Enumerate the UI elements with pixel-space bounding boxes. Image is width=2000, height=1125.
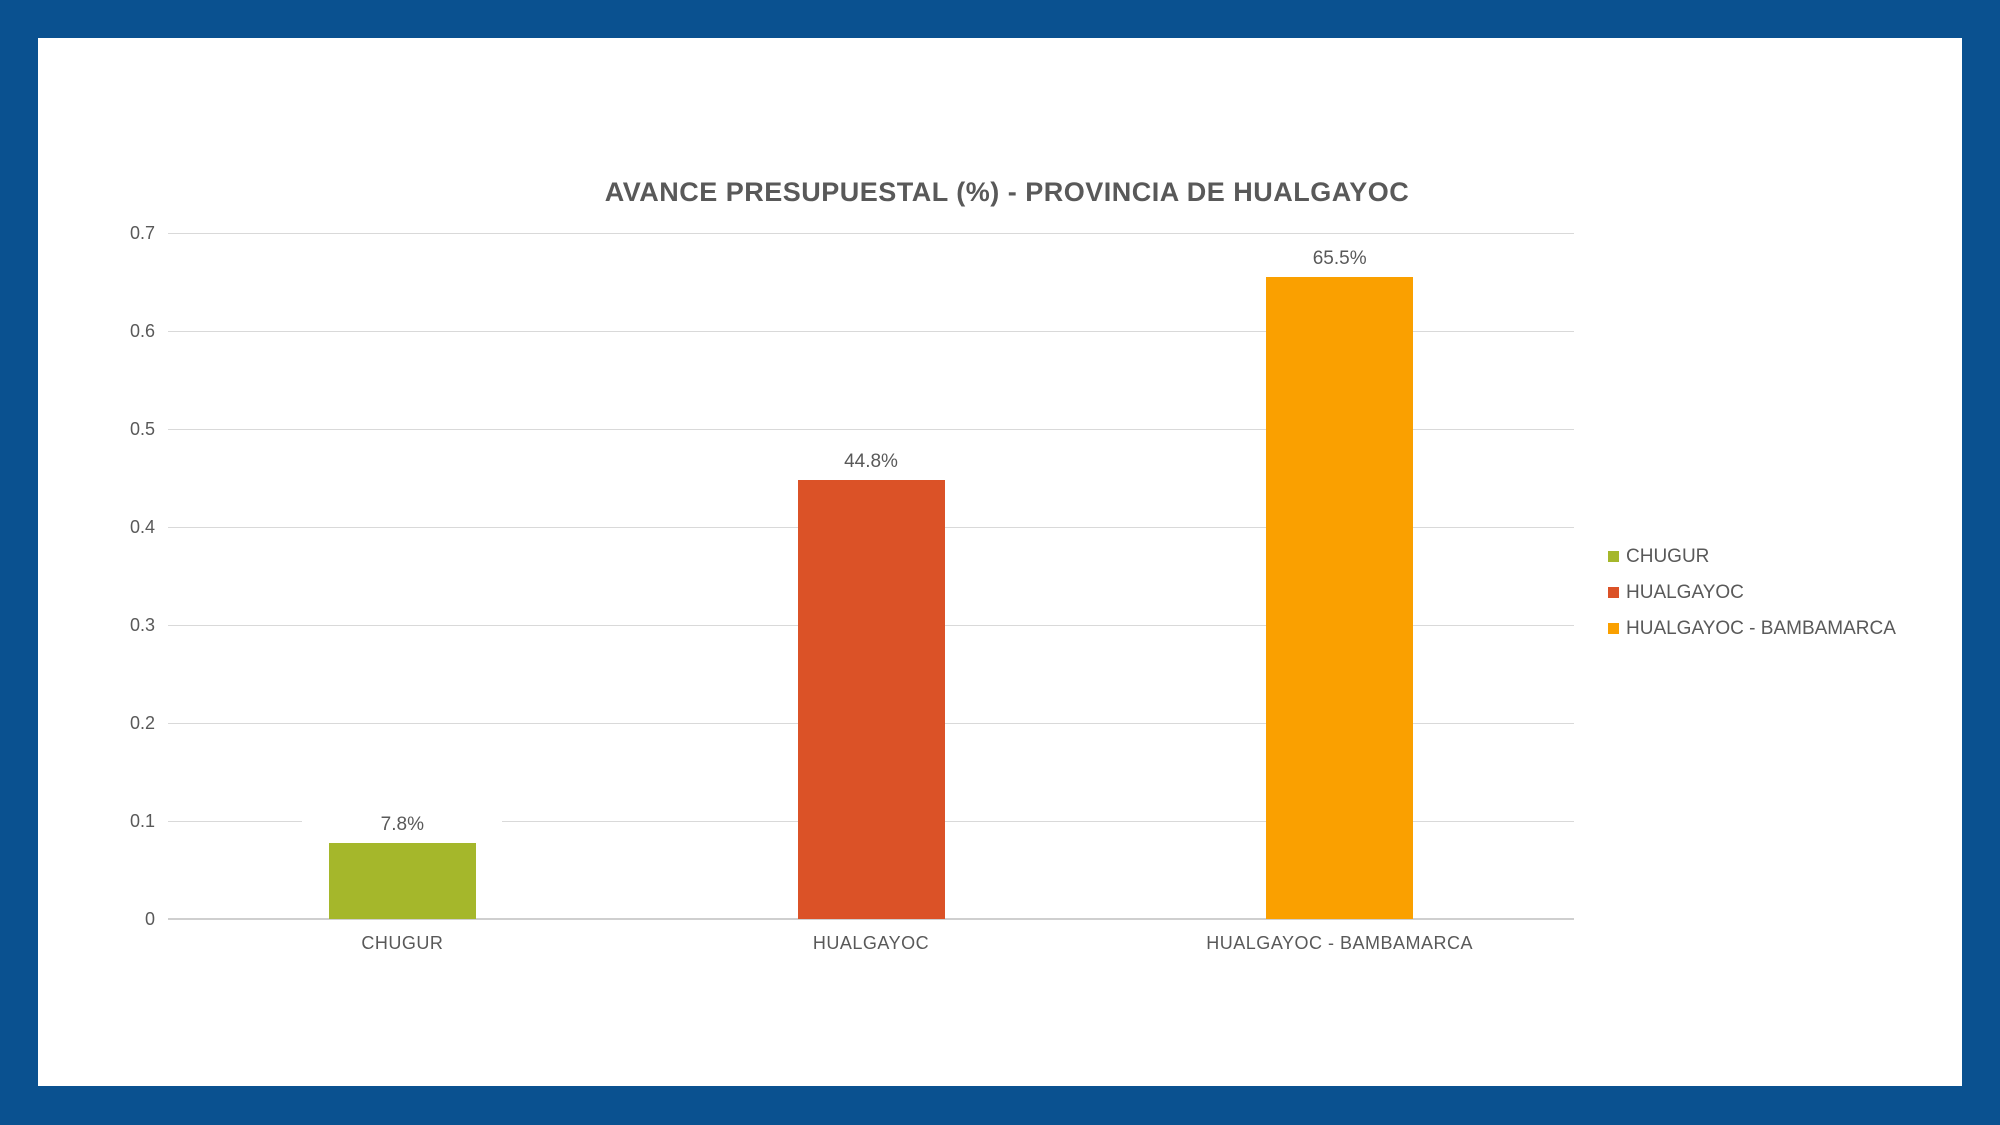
legend-swatch-icon <box>1608 623 1619 634</box>
bar-data-label: 44.8% <box>771 449 971 474</box>
gridline <box>168 330 1574 332</box>
plot-area: 7.8% 44.8% 65.5% <box>168 232 1574 920</box>
y-axis: 0 0.1 0.2 0.3 0.4 0.5 0.6 0.7 <box>38 223 155 929</box>
x-category-label: CHUGUR <box>361 933 444 953</box>
y-tick-label: 0.2 <box>129 713 155 733</box>
x-category-label: HUALGAYOC <box>812 933 930 953</box>
legend-item: HUALGAYOC <box>1608 581 1896 604</box>
y-tick-label: 0.6 <box>129 321 155 341</box>
chart-title: AVANCE PRESUPUESTAL (%) - PROVINCIA DE H… <box>604 177 1410 207</box>
legend: CHUGUR HUALGAYOC HUALGAYOC - BAMBAMARCA <box>1608 545 1896 640</box>
legend-label: CHUGUR <box>1626 545 1710 567</box>
legend-swatch-icon <box>1608 551 1619 562</box>
bar-data-label: 65.5% <box>1239 247 1440 272</box>
bar-chugur <box>328 842 476 919</box>
legend-label: HUALGAYOC <box>1626 581 1744 603</box>
y-tick-label: 0.1 <box>129 811 155 831</box>
y-tick-label: 0.3 <box>129 615 155 635</box>
legend-label: HUALGAYOC - BAMBAMARCA <box>1626 617 1896 639</box>
gridline <box>168 232 1574 234</box>
bar-hualgayoc <box>797 479 945 919</box>
bar-hualgayoc-bambamarca <box>1266 277 1414 919</box>
x-axis-line <box>168 918 1574 920</box>
legend-item: HUALGAYOC - BAMBAMARCA <box>1608 617 1896 640</box>
x-axis: CHUGUR HUALGAYOC HUALGAYOC - BAMBAMARCA <box>168 919 1574 969</box>
y-tick-label: 0 <box>144 909 155 929</box>
legend-item: CHUGUR <box>1608 545 1896 568</box>
x-category-label: HUALGAYOC - BAMBAMARCA <box>1206 933 1474 953</box>
chart-canvas: AVANCE PRESUPUESTAL (%) - PROVINCIA DE H… <box>38 38 1962 1086</box>
y-tick-label: 0.4 <box>129 517 155 537</box>
y-tick-label: 0.7 <box>129 223 155 243</box>
gridline <box>168 428 1574 430</box>
y-tick-label: 0.5 <box>129 419 155 439</box>
bar-data-label: 7.8% <box>302 812 503 837</box>
legend-swatch-icon <box>1608 587 1619 598</box>
